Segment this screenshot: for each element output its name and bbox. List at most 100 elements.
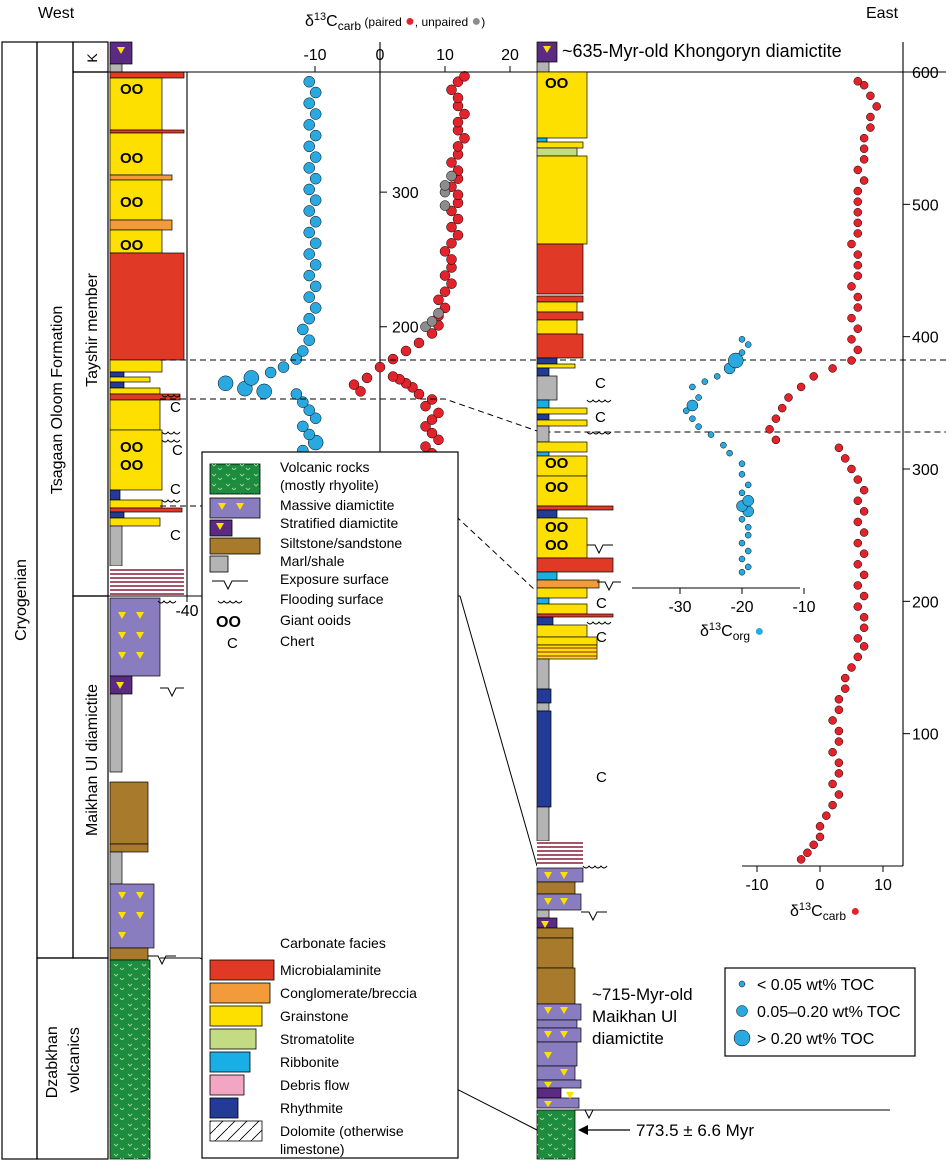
west-org-point (309, 412, 322, 425)
east-org-xlabel: δ13Corg ● (700, 621, 764, 643)
west-carb-point-paired (459, 71, 470, 82)
west-carb-point-paired (433, 407, 444, 419)
legend-label: Stromatolite (280, 1031, 355, 1047)
west-org-point (303, 226, 315, 239)
svg-text:OO: OO (120, 81, 144, 98)
svg-text:OO: OO (545, 537, 569, 554)
west-org-point (309, 302, 322, 314)
legend-label: Dolomite (otherwise (280, 1123, 404, 1139)
east-carb-point (859, 485, 869, 495)
legend-swatch (209, 1028, 257, 1050)
east-org-point (744, 523, 752, 531)
west-label: West (38, 5, 75, 22)
west-carb-point-paired (459, 133, 470, 144)
legend-swatch (209, 1074, 245, 1096)
west-carb-point-paired (446, 254, 457, 265)
east-carb-point (809, 372, 818, 381)
east-org-point (686, 399, 699, 412)
east-carb-points (765, 77, 881, 864)
svg-text:C: C (596, 595, 607, 612)
west-carb-point-paired (387, 371, 399, 382)
west-carb-tick-label: 20 (501, 47, 519, 64)
east-carb-point (859, 528, 869, 537)
west-org-point (290, 388, 303, 400)
legend-label: Debris flow (280, 1077, 350, 1093)
east-carb-point (853, 345, 863, 355)
east-carb-point (834, 726, 844, 736)
east-carb-point (853, 581, 863, 590)
west-carb-point-paired (446, 238, 457, 249)
stratigraphic-units (1, 41, 109, 1160)
legend-swatch (209, 1120, 263, 1142)
east-org-tick-label: -20 (730, 599, 753, 616)
east-carb-point (872, 102, 881, 111)
west-org-point (277, 361, 290, 373)
east-carb-point (859, 80, 869, 90)
east-org-point (738, 336, 746, 343)
legend-carbonate-title: Carbonate facies (280, 935, 386, 951)
east-carb-tick-label: -10 (745, 877, 768, 894)
svg-text:OO: OO (120, 237, 144, 254)
svg-text:C: C (595, 375, 606, 392)
toc-legend-medium: 0.05–0.20 wt% TOC (757, 1004, 901, 1021)
west-carb-tick-label: 10 (436, 47, 454, 64)
east-carb-point (859, 642, 869, 651)
legend-label: Giant ooids (280, 612, 351, 628)
east-y-ticks: 100 200 300 400 500 600 (903, 65, 939, 744)
east-carb-point (859, 591, 869, 601)
east-carb-point (859, 176, 869, 185)
east-carb-point (840, 684, 850, 693)
east-org-point (744, 481, 752, 489)
west-carb-point-paired (413, 337, 425, 349)
east-carb-point (809, 840, 818, 850)
east-carb-point (828, 779, 837, 789)
east-carb-point (853, 324, 863, 333)
west-carb-point-paired (426, 414, 438, 425)
east-org-point (738, 555, 746, 563)
svg-text:OO: OO (216, 614, 241, 631)
east-carb-point (859, 155, 869, 164)
legend-label: Grainstone (280, 1008, 349, 1024)
east-y-tick-label: 100 (912, 727, 939, 744)
east-org-point (738, 460, 746, 467)
legend-label: Conglomerate/breccia (280, 985, 417, 1001)
east-carb-point (853, 652, 863, 662)
east-org-tick-label: -10 (792, 599, 815, 616)
legend-swatch (209, 959, 275, 981)
correlation-lines (108, 71, 946, 1131)
east-carb-point (815, 832, 825, 842)
west-carb-point-paired (459, 108, 470, 120)
east-y-tick-label: 200 (912, 594, 939, 611)
east-carb-point (834, 790, 844, 799)
east-org-point (738, 471, 746, 478)
legend-swatch (209, 982, 271, 1004)
east-carb-point (859, 507, 869, 516)
legend-label: Volcanic rocks (280, 459, 369, 475)
east-carb-point (840, 673, 850, 683)
west-org-point (290, 353, 303, 365)
east-org-point (738, 489, 746, 497)
east-org-ticks: -30 -20 -10 (668, 588, 816, 616)
era-label: Cryogenian (13, 559, 30, 641)
east-carb-point (771, 414, 781, 423)
dzabkhan-label-line2: volcanics (66, 1027, 83, 1093)
east-org-point (695, 423, 702, 430)
legend-label: Stratified diamictite (280, 515, 398, 531)
west-carb-point-unpaired (433, 308, 444, 319)
east-carb-point (847, 464, 856, 474)
east-carb-point (828, 716, 837, 725)
svg-text:OO: OO (120, 150, 144, 167)
west-org-point (303, 183, 315, 196)
west-carb-point-paired (420, 400, 431, 412)
legend-label: Chert (280, 633, 314, 649)
west-carb-point-paired (420, 421, 431, 432)
east-carb-point (765, 425, 774, 434)
west-org-point (309, 259, 322, 271)
east-org-point (744, 563, 752, 571)
east-carb-point (840, 454, 850, 463)
east-carb-point (853, 165, 863, 175)
east-carb-point (859, 623, 869, 633)
west-org-point (309, 194, 322, 206)
west-org-point (309, 280, 322, 293)
